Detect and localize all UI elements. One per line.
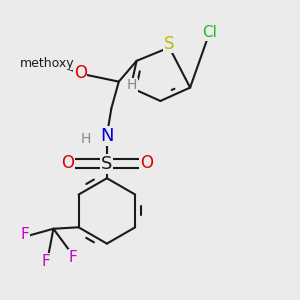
Text: S: S — [164, 34, 175, 52]
Text: O: O — [61, 154, 74, 172]
Text: O: O — [74, 64, 87, 82]
Text: methoxy: methoxy — [20, 57, 75, 70]
Text: F: F — [20, 227, 29, 242]
Text: N: N — [100, 127, 114, 145]
Text: H: H — [81, 132, 91, 146]
Text: F: F — [69, 250, 78, 265]
Text: O: O — [140, 154, 153, 172]
Text: Cl: Cl — [202, 25, 217, 40]
Text: H: H — [127, 78, 137, 92]
Text: S: S — [101, 155, 112, 173]
Text: F: F — [41, 254, 50, 269]
